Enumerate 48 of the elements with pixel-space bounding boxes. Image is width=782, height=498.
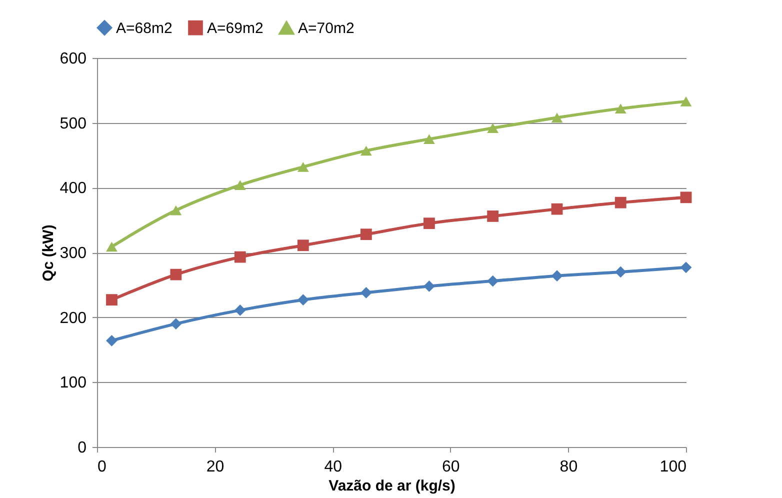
point [106,294,118,306]
y-tick-label: 0 [78,440,87,456]
point [487,275,499,287]
point [680,262,692,274]
point [680,96,692,106]
point [297,294,309,306]
y-tick-label: 100 [60,374,87,392]
legend-label: A=68m2 [116,20,172,37]
point [360,228,372,240]
point [551,270,563,282]
point [614,104,626,114]
point [170,205,182,216]
point [423,134,435,144]
point [360,286,372,298]
point [360,146,372,156]
point [106,242,118,252]
point [487,210,499,222]
x-tick-label: 80 [560,458,578,476]
x-tick-label: 0 [98,458,106,476]
y-axis-title: Qc (kW) [40,224,57,282]
point [680,192,692,204]
point [423,280,435,292]
y-tick-label: 200 [60,310,87,327]
x-axis-title: Vazão de ar (kg/s) [328,478,456,494]
x-tick-label: 20 [206,458,224,476]
legend-label: A=70m2 [298,20,354,38]
point [106,334,118,346]
point [170,268,182,280]
legend-label: A=69m2 [207,20,264,37]
point [487,123,499,133]
x-tick-label: 40 [324,458,342,476]
point [614,196,626,208]
point [297,240,309,252]
x-tick-label: 100 [660,458,687,476]
y-tick-label: 400 [60,180,87,198]
point [551,203,563,215]
point [297,162,309,172]
y-tick-label: 300 [60,245,87,262]
point [170,318,182,330]
y-tick-label: 500 [60,115,87,132]
point [234,251,246,263]
point [551,112,563,123]
point [234,180,246,190]
point [423,218,435,230]
point [614,266,626,278]
point [234,304,246,316]
x-tick-label: 60 [442,458,460,476]
y-tick-label: 600 [60,50,87,68]
